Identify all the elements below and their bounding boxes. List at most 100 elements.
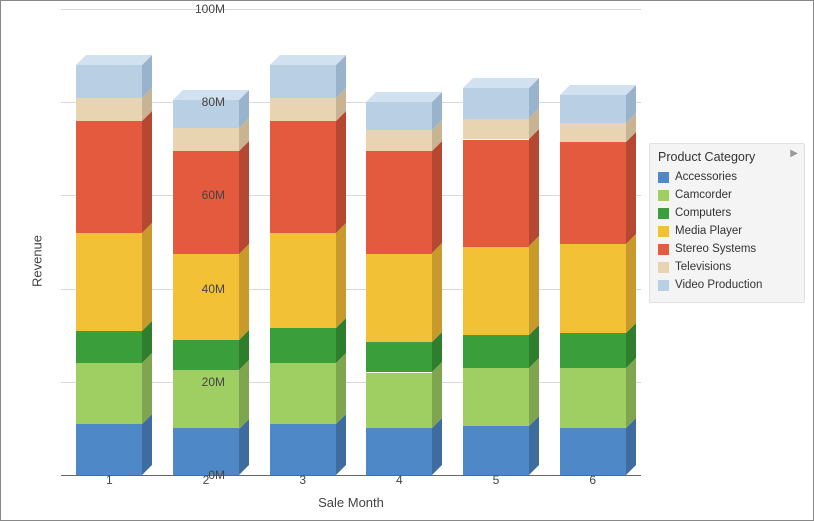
- legend-swatch: [658, 262, 669, 273]
- bar-segment: [463, 335, 529, 368]
- legend-label: Computers: [675, 207, 731, 219]
- legend-item[interactable]: Media Player: [658, 222, 796, 240]
- bar-segment: [463, 119, 529, 140]
- bar-segment-side: [336, 111, 346, 233]
- bar-segment-side: [336, 223, 346, 329]
- bar-segment: [463, 426, 529, 475]
- bar-segment-side: [142, 111, 152, 233]
- bar-segment: [76, 363, 142, 424]
- legend-item[interactable]: Video Production: [658, 276, 796, 294]
- legend-item[interactable]: Accessories: [658, 168, 796, 186]
- bar-segment-side: [432, 244, 442, 343]
- x-tick-label: 5: [493, 473, 500, 487]
- legend-label: Televisions: [675, 261, 731, 273]
- bar-top: [560, 85, 636, 95]
- x-tick-label: 1: [106, 473, 113, 487]
- y-tick-label: 40M: [175, 282, 225, 296]
- bar-segment-side: [529, 358, 539, 426]
- bar-segment-side: [142, 353, 152, 424]
- legend-panel: ▶ Product Category Accessories Camcorder C…: [649, 143, 805, 303]
- y-tick-label: 60M: [175, 188, 225, 202]
- bar-segment-side: [432, 418, 442, 475]
- bar-segment: [173, 151, 239, 254]
- y-tick-label: 80M: [175, 95, 225, 109]
- x-tick-label: 4: [396, 473, 403, 487]
- bar-segment: [270, 328, 336, 363]
- legend-label: Accessories: [675, 171, 737, 183]
- bar-top: [270, 55, 346, 65]
- y-tick-label: 100M: [175, 2, 225, 16]
- bar-segment: [270, 363, 336, 424]
- y-axis-title: Revenue: [30, 234, 45, 286]
- legend-item[interactable]: Camcorder: [658, 186, 796, 204]
- bar[interactable]: [463, 88, 529, 475]
- bar-segment: [366, 342, 432, 372]
- bar-segment-side: [529, 237, 539, 336]
- bar-segment: [463, 247, 529, 336]
- axis-baseline: [61, 475, 641, 476]
- bar-segment: [270, 121, 336, 233]
- legend-item[interactable]: Computers: [658, 204, 796, 222]
- legend-collapse-icon[interactable]: ▶: [790, 148, 798, 159]
- x-tick-label: 2: [203, 473, 210, 487]
- bar-segment-side: [626, 234, 636, 333]
- plot-area: [61, 9, 641, 475]
- bar-segment-side: [239, 244, 249, 340]
- bar-segment: [366, 151, 432, 254]
- bar-segment-side: [142, 414, 152, 475]
- bar-segment: [463, 88, 529, 118]
- legend-swatch: [658, 244, 669, 255]
- legend-title: Product Category: [658, 150, 796, 164]
- bar-segment: [76, 331, 142, 364]
- legend-swatch: [658, 190, 669, 201]
- x-axis-title: Sale Month: [61, 495, 641, 510]
- bar[interactable]: [76, 65, 142, 475]
- bar-segment: [560, 428, 626, 475]
- legend-swatch: [658, 280, 669, 291]
- legend-label: Stereo Systems: [675, 243, 756, 255]
- bar-side: [239, 90, 249, 475]
- bar-segment: [463, 368, 529, 426]
- bar[interactable]: [270, 65, 336, 475]
- legend-item[interactable]: Stereo Systems: [658, 240, 796, 258]
- bar-side: [142, 55, 152, 475]
- bar[interactable]: [366, 102, 432, 475]
- bar-segment: [463, 140, 529, 247]
- bar-front: [76, 65, 142, 475]
- bar-segment: [560, 333, 626, 368]
- bar-segment: [173, 340, 239, 370]
- bar-front: [270, 65, 336, 475]
- gridline: [61, 9, 641, 10]
- bar-segment: [366, 373, 432, 429]
- bar-segment: [76, 233, 142, 331]
- bar-segment: [366, 254, 432, 343]
- bar-segment: [270, 98, 336, 121]
- bar-segment: [560, 244, 626, 333]
- bar-side: [432, 92, 442, 475]
- bar-segment: [270, 65, 336, 98]
- chart-frame: Revenue Sale Month ▶ Product Category Ac…: [0, 0, 814, 521]
- bar-segment: [560, 142, 626, 245]
- bar-side: [529, 78, 539, 475]
- legend-swatch: [658, 208, 669, 219]
- bar-side: [626, 85, 636, 475]
- bar-front: [463, 88, 529, 475]
- bar-top: [76, 55, 152, 65]
- bar-segment-side: [626, 358, 636, 429]
- bar-segment-side: [336, 414, 346, 475]
- bar-segment: [173, 128, 239, 151]
- bar[interactable]: [560, 95, 626, 475]
- bar-segment: [560, 95, 626, 123]
- legend-item[interactable]: Televisions: [658, 258, 796, 276]
- bar-segment: [270, 424, 336, 475]
- bar-segment-side: [142, 223, 152, 331]
- plot-region: [61, 9, 641, 475]
- bar-segment: [76, 98, 142, 121]
- legend-label: Video Production: [675, 279, 762, 291]
- bar-segment-side: [626, 132, 636, 245]
- bar-segment-side: [529, 416, 539, 475]
- x-tick-label: 6: [589, 473, 596, 487]
- bar-segment: [366, 130, 432, 151]
- bar-segment: [560, 368, 626, 429]
- bar-side: [336, 55, 346, 475]
